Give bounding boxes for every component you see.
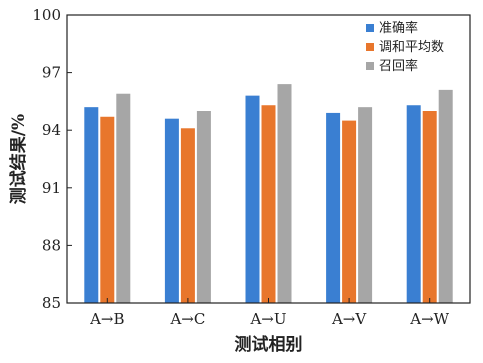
y-axis-ticks: 85 88 91 94 97 100 xyxy=(32,6,72,312)
bar-2-2 xyxy=(180,128,195,303)
legend-label-1: 准确率 xyxy=(379,20,418,36)
bar-1-5 xyxy=(406,105,421,304)
x-tick-label: A→C xyxy=(169,310,205,328)
y-tick-label: 97 xyxy=(42,64,61,82)
bar-2-1 xyxy=(100,116,115,303)
x-axis-title: 测试相别 xyxy=(235,334,303,355)
bars-layer xyxy=(84,84,453,304)
bar-2-5 xyxy=(422,111,437,303)
x-axis-ticks: A→B A→C A→U A→V A→W xyxy=(89,298,450,328)
bar-1-4 xyxy=(326,112,341,303)
y-tick-label: 88 xyxy=(42,236,61,254)
bar-1-2 xyxy=(164,118,179,304)
bar-2-3 xyxy=(261,105,276,304)
bar-3-1 xyxy=(116,93,131,303)
y-tick-label: 100 xyxy=(32,6,61,24)
bar-1-1 xyxy=(84,107,99,303)
x-tick-label: A→U xyxy=(249,310,286,328)
y-tick-label: 94 xyxy=(42,121,61,139)
x-tick-label: A→V xyxy=(331,310,367,328)
bar-2-4 xyxy=(342,120,357,303)
bar-3-2 xyxy=(196,111,211,303)
bar-1-3 xyxy=(245,95,260,303)
x-tick-label: A→W xyxy=(409,310,449,328)
x-tick-label: A→B xyxy=(89,310,124,328)
legend-swatch-3 xyxy=(366,62,374,70)
legend-label-2: 调和平均数 xyxy=(379,40,444,55)
bar-3-4 xyxy=(358,107,373,303)
bar-3-5 xyxy=(438,89,453,303)
y-tick-label: 85 xyxy=(42,294,61,312)
y-tick-label: 91 xyxy=(42,179,61,197)
y-axis-title: 测试结果/% xyxy=(8,114,29,204)
legend-swatch-2 xyxy=(366,43,374,51)
legend-swatch-1 xyxy=(366,24,374,32)
bar-3-3 xyxy=(277,84,292,304)
legend-label-3: 召回率 xyxy=(379,58,418,74)
